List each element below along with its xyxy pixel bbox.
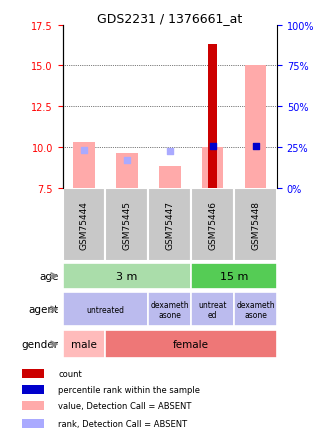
Text: untreated: untreated <box>86 305 125 314</box>
Bar <box>116 154 138 188</box>
Text: dexameth
asone: dexameth asone <box>236 300 275 319</box>
Bar <box>63 188 105 262</box>
Bar <box>148 293 191 327</box>
Title: GDS2231 / 1376661_at: GDS2231 / 1376661_at <box>97 12 243 24</box>
Bar <box>22 385 44 394</box>
Bar <box>22 419 44 428</box>
Text: agent: agent <box>28 305 58 315</box>
Text: dexameth
asone: dexameth asone <box>151 300 189 319</box>
Bar <box>63 293 148 327</box>
Bar <box>202 148 223 188</box>
Text: GSM75446: GSM75446 <box>208 201 217 250</box>
Text: GSM75444: GSM75444 <box>80 201 89 250</box>
Text: rank, Detection Call = ABSENT: rank, Detection Call = ABSENT <box>59 419 187 428</box>
Text: GSM75448: GSM75448 <box>251 201 260 250</box>
Point <box>253 143 258 150</box>
Bar <box>191 188 234 262</box>
Bar <box>73 143 95 188</box>
Text: female: female <box>173 339 209 349</box>
Bar <box>63 263 191 289</box>
Bar <box>105 188 148 262</box>
Bar <box>22 401 44 411</box>
Text: GSM75445: GSM75445 <box>122 201 131 250</box>
Text: GSM75447: GSM75447 <box>165 201 174 250</box>
Point <box>167 148 172 155</box>
Bar <box>191 263 277 289</box>
Text: male: male <box>71 339 97 349</box>
Point <box>81 147 86 154</box>
Text: percentile rank within the sample: percentile rank within the sample <box>59 385 200 394</box>
Bar <box>245 66 266 188</box>
Text: 3 m: 3 m <box>116 271 138 281</box>
Bar <box>159 167 181 188</box>
Bar <box>63 330 105 358</box>
Text: value, Detection Call = ABSENT: value, Detection Call = ABSENT <box>59 401 192 411</box>
Bar <box>234 293 277 327</box>
Text: 15 m: 15 m <box>220 271 248 281</box>
Bar <box>105 330 277 358</box>
Text: untreat
ed: untreat ed <box>198 300 227 319</box>
Bar <box>191 293 234 327</box>
Bar <box>208 45 217 188</box>
Bar <box>22 369 44 378</box>
Bar <box>234 188 277 262</box>
Text: age: age <box>39 271 58 281</box>
Point <box>124 157 130 164</box>
Point <box>210 143 215 150</box>
Text: count: count <box>59 369 82 378</box>
Bar <box>148 188 191 262</box>
Text: gender: gender <box>21 339 58 349</box>
